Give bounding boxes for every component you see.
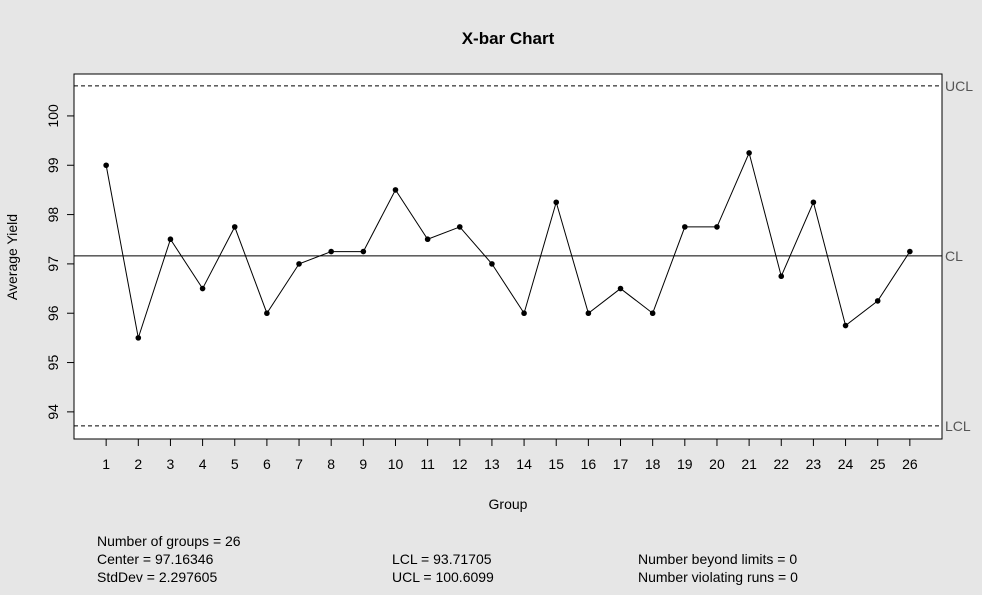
data-point-22 (778, 273, 785, 280)
stat-number-of-groups: Number of groups = 26 (97, 533, 241, 549)
stat-ucl: UCL = 100.6099 (392, 569, 494, 585)
data-point-19 (682, 224, 688, 230)
data-point-8 (328, 248, 334, 255)
x-tick-label: 25 (870, 456, 886, 472)
stat-beyond-limits: Number beyond limits = 0 (638, 551, 798, 567)
x-tick-label: 5 (231, 456, 239, 472)
data-point-12 (456, 224, 463, 230)
stats-column-right: Number beyond limits = 0 Number violatin… (638, 550, 798, 586)
y-axis-label: Average Yield (4, 214, 20, 300)
data-point-18 (649, 310, 656, 317)
x-tick-label: 13 (484, 456, 500, 472)
x-tick-label: 20 (709, 456, 725, 472)
x-tick-label: 22 (773, 456, 789, 472)
data-point-21 (746, 150, 752, 156)
y-tick-label: 99 (45, 157, 61, 173)
data-point-13 (489, 261, 495, 267)
plot-area (73, 73, 943, 440)
x-tick-label: 16 (581, 456, 597, 472)
stats-column-left: Number of groups = 26 Center = 97.16346 … (97, 532, 241, 586)
data-point-7 (296, 261, 302, 267)
x-tick-label: 10 (388, 456, 404, 472)
data-point-20 (714, 224, 720, 230)
data-point-25 (874, 298, 881, 304)
series-line (105, 151, 911, 339)
control-limits: UCL CL LCL (74, 78, 973, 434)
x-tick-label: 8 (327, 456, 335, 472)
cl-label: CL (945, 248, 963, 264)
x-tick-label: 21 (741, 456, 757, 472)
data-point-5 (231, 224, 238, 230)
x-tick-label: 15 (548, 456, 564, 472)
data-point-10 (392, 187, 399, 193)
data-point-26 (907, 248, 913, 255)
y-tick-label: 96 (45, 305, 61, 321)
x-axis-label: Group (489, 496, 528, 512)
data-point-4 (199, 285, 206, 292)
x-tick-label: 18 (645, 456, 661, 472)
data-point-6 (264, 310, 270, 317)
data-point-14 (521, 310, 527, 317)
data-point-3 (167, 236, 174, 243)
lcl-label: LCL (945, 418, 971, 434)
y-tick-label: 95 (45, 355, 61, 371)
data-point-23 (810, 199, 817, 206)
x-tick-label: 1 (102, 456, 110, 472)
x-tick-label: 24 (838, 456, 854, 472)
x-tick-label: 23 (806, 456, 822, 472)
data-point-17 (617, 285, 624, 292)
stat-stddev: StdDev = 2.297605 (97, 569, 218, 585)
x-tick-label: 14 (516, 456, 532, 472)
x-tick-label: 3 (167, 456, 175, 472)
x-tick-label: 17 (613, 456, 629, 472)
x-tick-label: 12 (452, 456, 468, 472)
data-series (103, 150, 913, 341)
stat-center: Center = 97.16346 (97, 551, 214, 567)
x-tick-label: 11 (420, 456, 435, 472)
x-tick-label: 9 (359, 456, 367, 472)
stats-column-middle: LCL = 93.71705 UCL = 100.6099 (392, 550, 494, 586)
chart-title: X-bar Chart (462, 29, 555, 48)
stat-lcl: LCL = 93.71705 (392, 551, 492, 567)
x-tick-label: 26 (902, 456, 918, 472)
y-tick-label: 94 (45, 404, 61, 420)
data-point-16 (585, 310, 592, 317)
x-tick-label: 19 (677, 456, 693, 472)
x-tick-label: 4 (199, 456, 207, 472)
y-tick-label: 98 (45, 207, 61, 223)
x-tick-label: 2 (134, 456, 142, 472)
y-tick-label: 97 (45, 256, 61, 272)
y-axis: 94 95 96 97 98 99 100 (45, 104, 75, 420)
data-point-11 (424, 236, 431, 243)
ucl-label: UCL (945, 78, 973, 94)
data-point-1 (103, 162, 109, 169)
y-tick-label: 100 (45, 104, 61, 128)
x-tick-label: 6 (263, 456, 271, 472)
x-tick-label: 7 (295, 456, 303, 472)
data-point-24 (842, 322, 849, 329)
data-point-2 (135, 335, 142, 341)
data-point-9 (360, 248, 367, 255)
x-axis: 1 2 3 4 5 6 7 8 9 10 11 12 13 14 15 16 17 18 19 20 21 22 23 24 2… (102, 438, 918, 472)
data-point-15 (553, 199, 560, 206)
stat-violating-runs: Number violating runs = 0 (638, 569, 798, 585)
